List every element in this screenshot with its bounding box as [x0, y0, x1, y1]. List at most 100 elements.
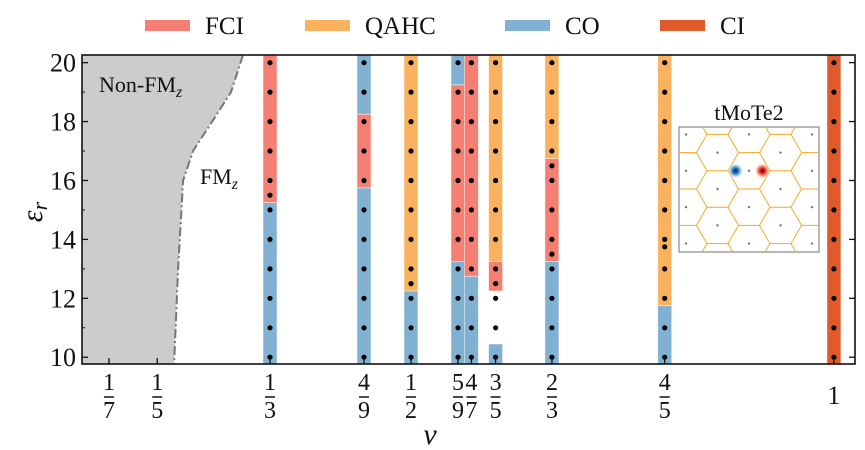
- legend-swatch: [505, 20, 550, 31]
- data-point: [493, 266, 499, 272]
- data-point: [662, 177, 668, 184]
- hexagonal-lattice: [680, 128, 818, 251]
- data-point: [468, 207, 474, 213]
- svg-text:5: 5: [659, 398, 671, 424]
- data-point: [408, 236, 414, 242]
- data-point: [493, 60, 499, 66]
- y-tick-label: 12: [50, 284, 76, 313]
- column-nu-4-5: [657, 55, 673, 364]
- svg-text:1: 1: [151, 370, 163, 396]
- data-point: [549, 251, 555, 257]
- data-point: [549, 354, 555, 360]
- svg-text:1: 1: [264, 370, 276, 396]
- segment-co: [450, 55, 466, 86]
- svg-text:7: 7: [103, 398, 115, 424]
- data-point: [455, 89, 461, 95]
- data-point: [662, 295, 668, 301]
- data-point: [468, 119, 474, 125]
- data-point: [408, 119, 414, 125]
- column-nu-2-3: [544, 55, 560, 364]
- x-tick-label: 45: [659, 370, 671, 424]
- segment-co: [463, 275, 479, 364]
- data-point: [267, 266, 273, 272]
- data-point: [267, 207, 273, 213]
- data-point: [662, 207, 668, 213]
- data-point: [662, 148, 668, 154]
- legend-label: CI: [720, 13, 745, 40]
- data-point: [468, 325, 474, 331]
- data-point: [361, 236, 367, 242]
- y-axis-label: εr: [16, 201, 52, 222]
- data-point: [267, 177, 273, 184]
- blue-orbital-icon: [727, 162, 744, 179]
- svg-text:3: 3: [490, 370, 502, 396]
- legend-label: FCI: [205, 13, 244, 40]
- y-tick-label: 14: [50, 225, 76, 254]
- segment-fci: [488, 261, 504, 292]
- data-point: [468, 295, 474, 301]
- data-point: [455, 177, 461, 184]
- data-point: [549, 236, 555, 242]
- data-point: [408, 177, 414, 184]
- data-point: [408, 60, 414, 66]
- data-point: [831, 207, 837, 213]
- legend-item-ci: CI: [660, 13, 745, 40]
- data-point: [361, 295, 367, 301]
- legend-swatch: [305, 20, 350, 31]
- data-point: [493, 281, 499, 287]
- x-tick-label: 35: [490, 370, 502, 424]
- legend: FCI QAHC CO CI: [145, 13, 745, 40]
- data-point: [662, 236, 668, 242]
- data-point: [549, 163, 555, 169]
- red-orbital-icon: [754, 162, 771, 179]
- x-tick-label: 12: [405, 370, 417, 424]
- non-fm-boundary-line: [173, 55, 244, 364]
- segment-co: [544, 261, 560, 364]
- legend-item-qahc: QAHC: [305, 13, 436, 40]
- data-point: [662, 325, 668, 331]
- svg-text:1: 1: [827, 381, 840, 410]
- column-nu-4-9: [356, 55, 372, 364]
- svg-text:3: 3: [546, 398, 558, 424]
- svg-text:9: 9: [358, 398, 370, 424]
- data-point: [361, 119, 367, 125]
- svg-text:εr: εr: [16, 201, 52, 222]
- data-point: [831, 266, 837, 272]
- data-point: [549, 295, 555, 301]
- segment-co: [450, 261, 466, 364]
- data-point: [549, 89, 555, 95]
- data-point: [267, 119, 273, 125]
- data-point: [831, 60, 837, 66]
- svg-text:5: 5: [151, 398, 163, 424]
- x-tick-label: 17: [103, 370, 115, 424]
- data-point: [662, 119, 668, 125]
- data-point: [408, 354, 414, 360]
- segment-fci: [450, 84, 466, 262]
- data-point: [468, 236, 474, 242]
- data-point: [468, 266, 474, 272]
- data-point: [408, 207, 414, 213]
- segment-co: [356, 55, 372, 115]
- data-point: [455, 266, 461, 272]
- x-tick-label: 1: [827, 381, 840, 410]
- data-point: [455, 148, 461, 154]
- svg-text:1: 1: [405, 370, 417, 396]
- data-point: [549, 325, 555, 331]
- data-point: [455, 236, 461, 242]
- data-point: [493, 354, 499, 360]
- data-point: [468, 60, 474, 66]
- phase-columns: [262, 55, 842, 364]
- column-nu-4-7: [463, 55, 479, 364]
- data-point: [267, 325, 273, 331]
- data-point: [361, 60, 367, 66]
- column-nu-3-5: [488, 55, 504, 364]
- data-point: [662, 266, 668, 272]
- column-nu-1: [826, 55, 842, 364]
- data-point: [493, 89, 499, 95]
- svg-text:5: 5: [490, 398, 502, 424]
- segment-qahc: [403, 55, 419, 292]
- data-point: [549, 60, 555, 66]
- data-point: [361, 207, 367, 213]
- data-point: [455, 60, 461, 66]
